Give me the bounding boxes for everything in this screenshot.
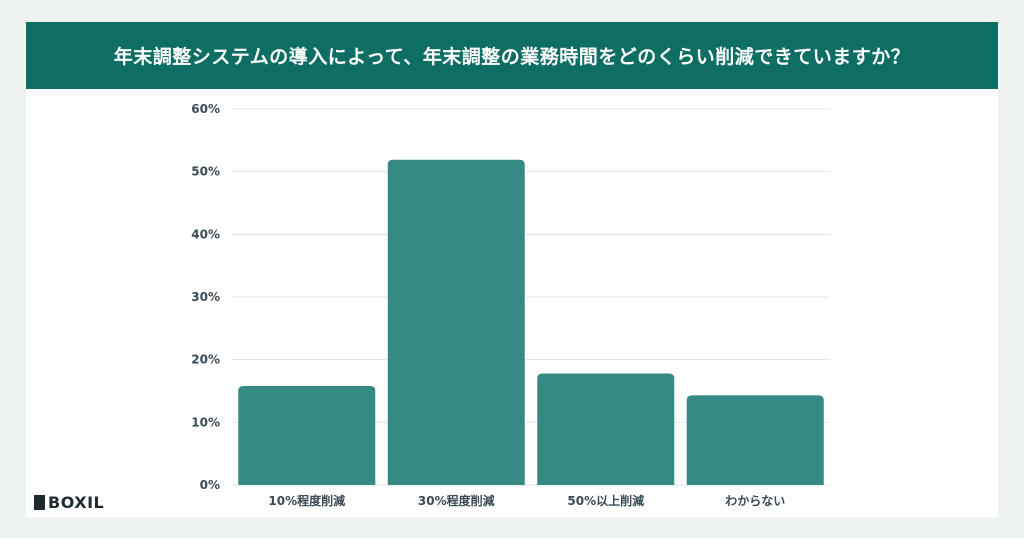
- bar: [686, 395, 824, 485]
- boxil-logo-text: BOXIL: [48, 493, 105, 512]
- x-tick-label: 10%程度削減: [268, 493, 345, 508]
- y-tick-label: 20%: [191, 353, 220, 367]
- y-tick-label: 0%: [200, 478, 220, 492]
- y-tick-label: 40%: [191, 227, 220, 241]
- chart-title: 年末調整システムの導入によって、年末調整の業務時間をどのくらい削減できていますか…: [113, 46, 911, 68]
- x-tick-label: 50%以上削減: [567, 493, 644, 508]
- x-tick-label: わからない: [725, 494, 785, 508]
- boxil-logo-mark: [34, 495, 45, 510]
- y-tick-label: 60%: [191, 102, 220, 116]
- boxil-logo: BOXIL: [34, 493, 104, 512]
- y-tick-label: 30%: [191, 290, 220, 304]
- x-tick-label: 30%程度削減: [418, 493, 495, 508]
- y-tick-label: 10%: [191, 415, 220, 429]
- bar-chart: 0% 10% 20% 30% 40% 50% 60% 10%程度削減 30%程度削減 50%以上削…: [191, 102, 830, 508]
- chart-card: 年末調整システムの導入によって、年末調整の業務時間をどのくらい削減できていますか…: [26, 22, 998, 517]
- bar: [387, 159, 525, 485]
- bar: [238, 385, 376, 485]
- bar: [537, 373, 675, 485]
- chart-title-bar: 年末調整システムの導入によって、年末調整の業務時間をどのくらい削減できていますか…: [26, 22, 998, 89]
- y-tick-label: 50%: [191, 165, 220, 179]
